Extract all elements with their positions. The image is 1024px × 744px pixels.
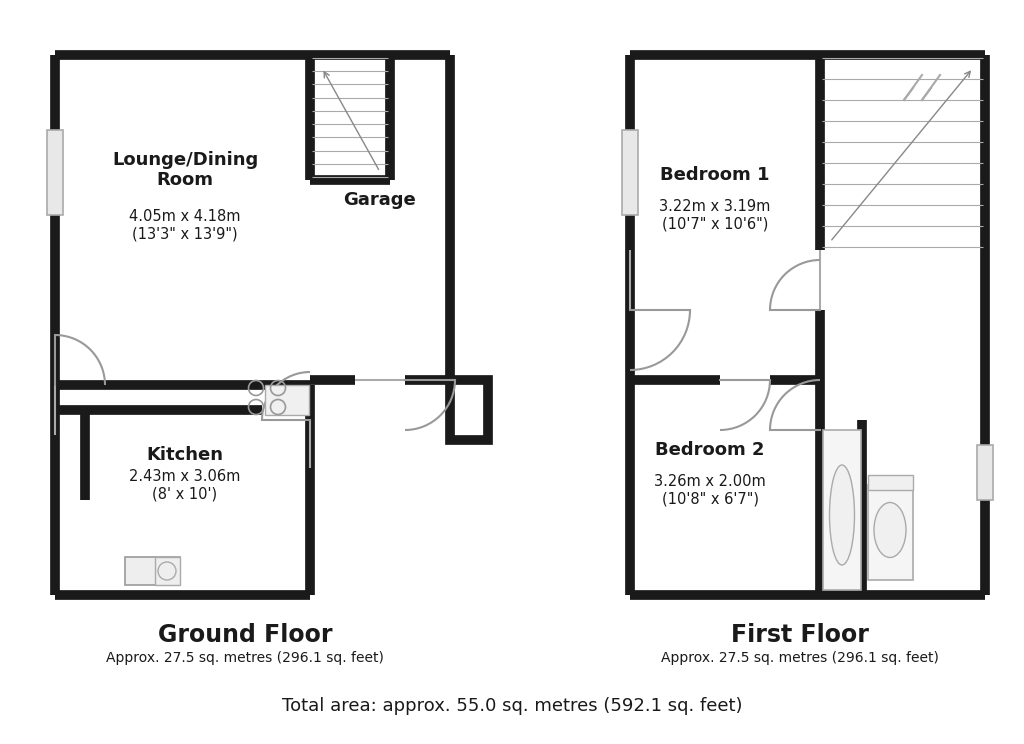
Text: 3.26m x 2.00m
(10'8" x 6'7"): 3.26m x 2.00m (10'8" x 6'7") xyxy=(654,474,766,506)
Text: 2.43m x 3.06m
(8' x 10'): 2.43m x 3.06m (8' x 10') xyxy=(129,469,241,501)
Text: Total area: approx. 55.0 sq. metres (592.1 sq. feet): Total area: approx. 55.0 sq. metres (592… xyxy=(282,697,742,715)
Bar xyxy=(823,430,861,590)
Text: 3.22m x 3.19m
(10'7" x 10'6"): 3.22m x 3.19m (10'7" x 10'6") xyxy=(659,199,771,231)
Bar xyxy=(977,445,993,500)
Bar xyxy=(125,557,180,585)
Text: Bedroom 2: Bedroom 2 xyxy=(655,441,765,459)
Bar xyxy=(47,130,63,215)
Text: Kitchen: Kitchen xyxy=(146,446,223,464)
Bar xyxy=(868,485,913,580)
Bar xyxy=(265,385,309,415)
Text: Approx. 27.5 sq. metres (296.1 sq. feet): Approx. 27.5 sq. metres (296.1 sq. feet) xyxy=(662,651,939,665)
Ellipse shape xyxy=(874,502,906,557)
Text: 4.05m x 4.18m
(13'3" x 13'9"): 4.05m x 4.18m (13'3" x 13'9") xyxy=(129,209,241,241)
Bar xyxy=(155,557,180,585)
Bar xyxy=(622,130,638,215)
Bar xyxy=(868,475,913,490)
Text: Approx. 27.5 sq. metres (296.1 sq. feet): Approx. 27.5 sq. metres (296.1 sq. feet) xyxy=(106,651,384,665)
Bar xyxy=(450,380,488,440)
Text: Bedroom 1: Bedroom 1 xyxy=(660,166,770,184)
Text: Lounge/Dining
Room: Lounge/Dining Room xyxy=(112,150,258,190)
Ellipse shape xyxy=(829,465,854,565)
Text: Garage: Garage xyxy=(344,191,417,209)
Text: Ground Floor: Ground Floor xyxy=(158,623,332,647)
Text: First Floor: First Floor xyxy=(731,623,869,647)
